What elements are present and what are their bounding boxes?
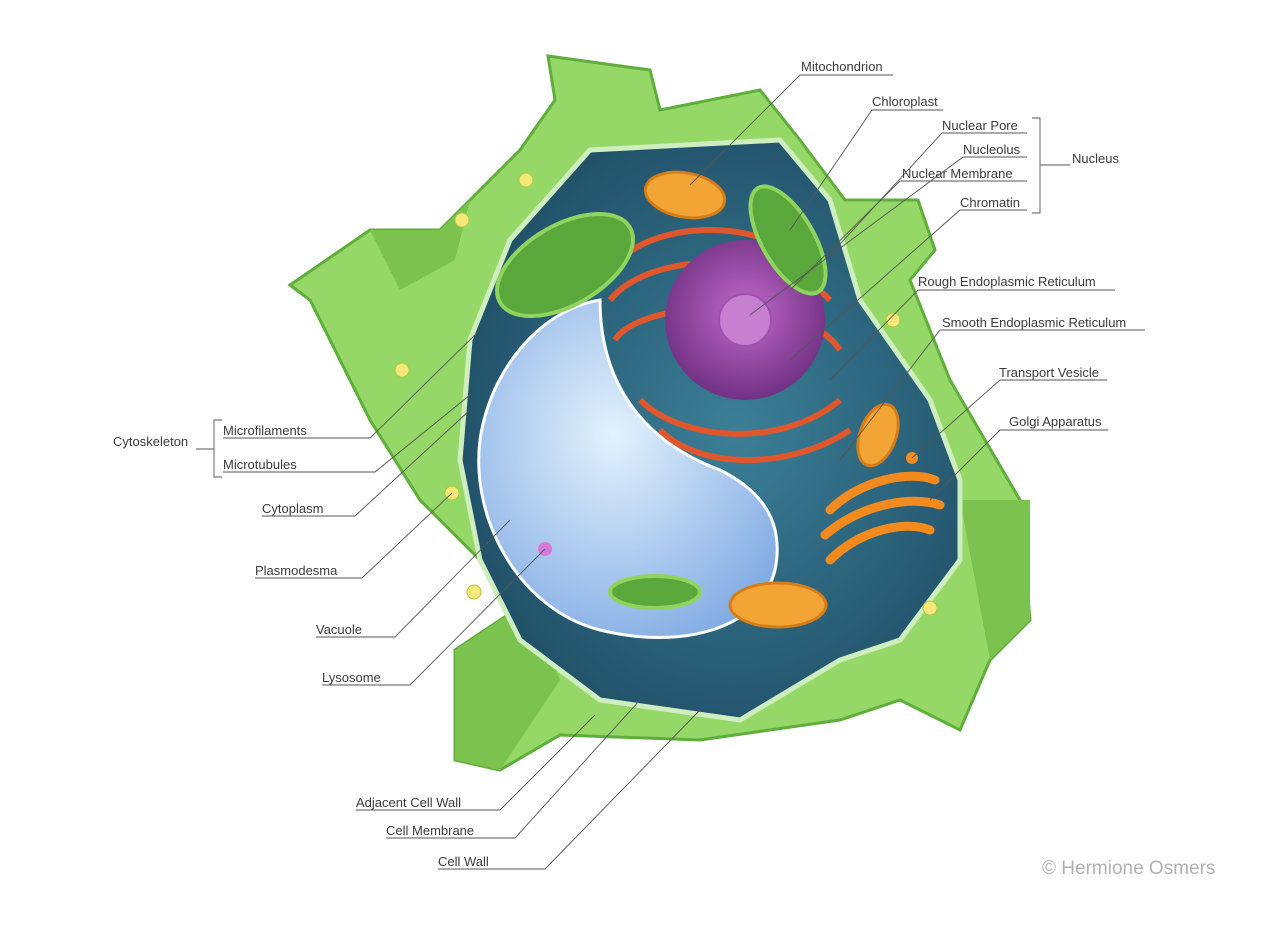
label-smooth-er: Smooth Endoplasmic Reticulum [942,315,1127,330]
copyright-notice: © Hermione Osmers [1042,858,1216,879]
label-mitochondrion: Mitochondrion [801,59,883,74]
label-lysosome: Lysosome [322,670,381,685]
leader-nuclear-pore [829,132,1027,256]
label-cytoplasm: Cytoplasm [262,501,324,516]
leader-microfilaments [223,329,481,439]
mitochondrion-shape [643,170,727,220]
label-cell-membrane: Cell Membrane [386,823,475,838]
leader-microtubules [223,394,471,473]
leader-cell-wall [438,709,701,870]
label-microfilaments: Microfilaments [223,423,307,438]
leader-cytoplasm [262,409,471,517]
leader-plasmodesma [255,492,453,579]
leader-transport-vesicle [911,379,1107,459]
label-nuclear-membrane: Nuclear Membrane [902,166,1013,181]
vacuole-shape [477,298,779,639]
label-nuclear-pore: Nuclear Pore [942,118,1018,133]
leader-chloroplast [789,109,943,231]
leader-lines [196,74,1145,870]
label-adjacent-cell-wall: Adjacent Cell Wall [356,795,462,810]
nucleus-bracket [1032,117,1041,214]
label-cytoskeleton: Cytoskeleton [113,434,189,449]
label-vacuole: Vacuole [316,622,363,637]
label-golgi-apparatus: Golgi Apparatus [1009,414,1102,429]
leader-mitochondrion [689,74,893,186]
label-plasmodesma: Plasmodesma [255,563,338,578]
leader-smooth-er [839,329,1145,461]
plasmodesma-shapes [394,172,938,616]
label-chromatin: Chromatin [960,195,1020,210]
leader-golgi [929,429,1108,501]
label-nucleolus: Nucleolus [963,142,1021,157]
nucleolus-shape [718,293,772,347]
label-cell-wall: Cell Wall [438,854,489,869]
leader-chromatin [789,209,1027,361]
leader-cell-membrane [386,699,641,839]
leader-vacuole [316,519,511,638]
label-microtubules: Microtubules [223,457,297,472]
leader-nuclear-membrane [789,180,1027,291]
leader-nucleolus [749,156,1027,316]
chloroplast-shape [748,184,828,296]
leader-rough-er [829,289,1115,381]
mitochondrion-shape [856,402,900,468]
golgi-shape [820,471,945,565]
label-transport-vesicle: Transport Vesicle [999,365,1099,380]
cytoskeleton-bracket [213,419,222,478]
leader-adjacent-cell-wall [356,714,596,811]
label-rough-er: Rough Endoplasmic Reticulum [918,274,1096,289]
chloroplast-shape [608,574,702,610]
label-chloroplast: Chloroplast [872,94,938,109]
chloroplast-shape [495,211,635,319]
label-nucleus: Nucleus [1072,151,1119,166]
mitochondrion-shape [728,581,828,629]
leader-lysosome [322,548,546,686]
